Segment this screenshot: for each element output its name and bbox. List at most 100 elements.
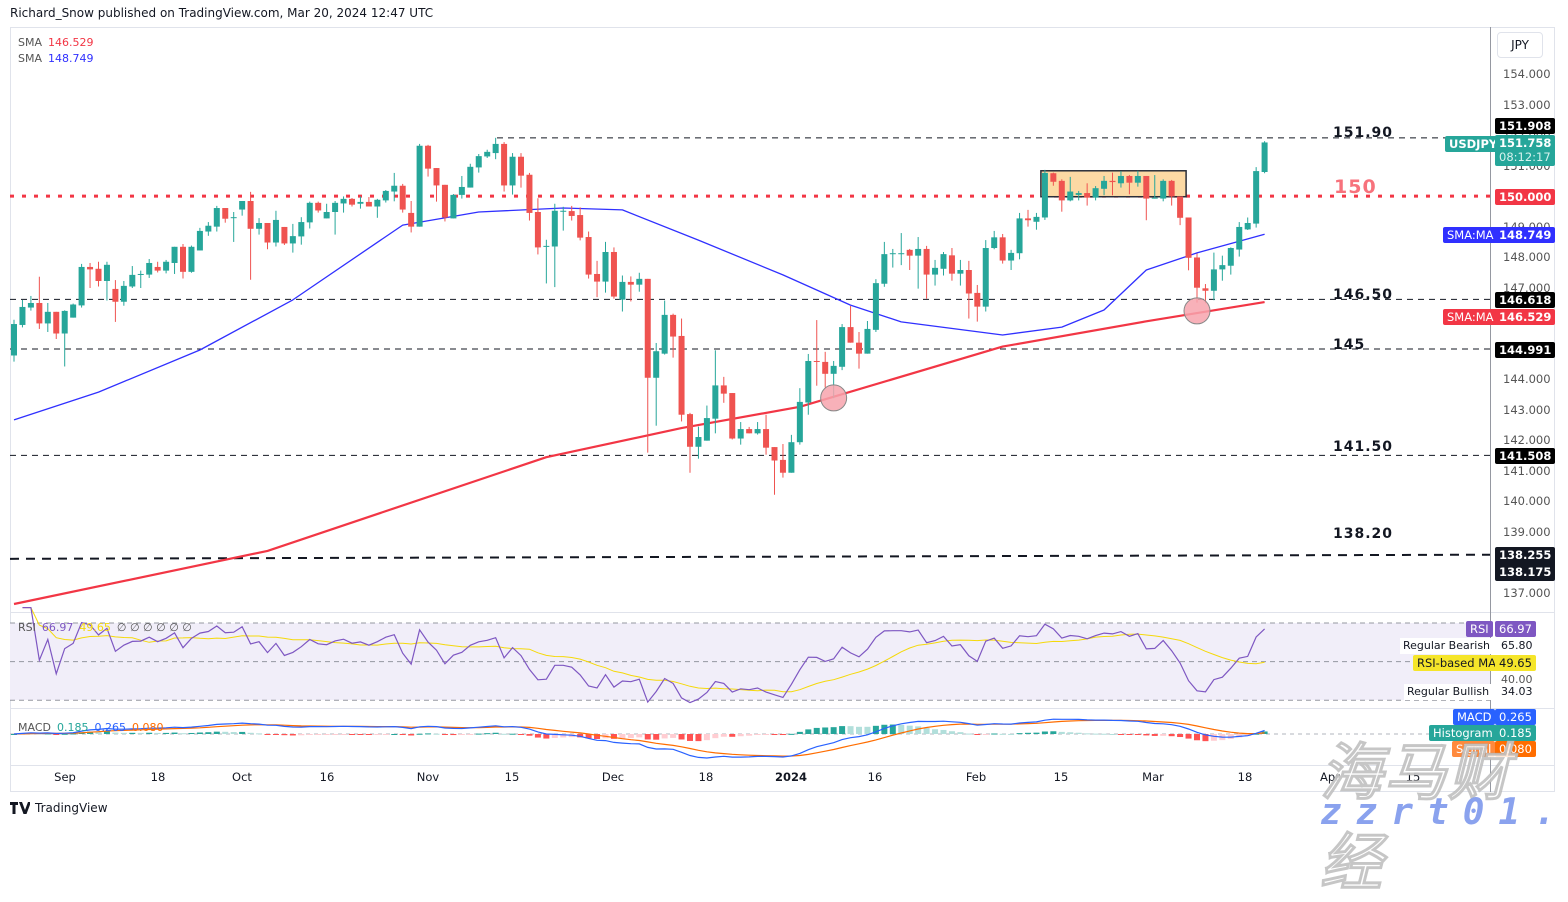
symbol-tag: USDJPY [1445, 136, 1502, 152]
macd-histogram-bar [957, 732, 964, 734]
candle-body [230, 217, 237, 219]
regular-bearish-value: 65.80 [1498, 638, 1536, 654]
macd-histogram-bar [965, 733, 972, 735]
candle-body [399, 185, 406, 210]
macd-histogram-bar [1033, 732, 1040, 734]
price-tick: 153.000 [1503, 97, 1551, 112]
candle-body [1177, 196, 1184, 218]
macd-histogram-bar [1067, 732, 1074, 734]
macd-histogram-bar [501, 733, 508, 735]
candle-body [1050, 173, 1057, 182]
candle-body [610, 251, 617, 297]
candle-body [1117, 175, 1124, 184]
time-tick: 16 [867, 770, 883, 784]
macd-histogram-bar [720, 734, 727, 737]
macd-histogram-bar [872, 725, 879, 734]
candle-body [315, 202, 322, 211]
candle-body [526, 174, 533, 213]
macd-histogram-bar [763, 734, 770, 735]
candle-body [1016, 218, 1023, 254]
macd-histogram-bar [349, 734, 355, 735]
macd-histogram-bar [315, 734, 322, 735]
macd-histogram-bar [1194, 734, 1200, 741]
time-tick: Mar [1142, 770, 1164, 784]
macd-histogram-bar [1202, 734, 1209, 742]
candle-body [129, 274, 136, 287]
macd-histogram-bar [839, 726, 846, 734]
candle-body [1134, 175, 1141, 183]
sma-legend-fast[interactable]: SMA 148.749 [18, 52, 94, 65]
time-tick: 2024 [774, 770, 808, 784]
chart-frame [10, 27, 1555, 792]
macd-histogram-bar [974, 734, 981, 735]
currency-button[interactable]: JPY [1497, 32, 1543, 58]
macd-histogram-bar [196, 732, 203, 734]
macd-histogram-bar [1025, 732, 1031, 734]
macd-histogram-bar [137, 732, 144, 734]
macd-histogram-bar [1160, 734, 1167, 736]
sma-fast-line [13, 207, 1265, 421]
sma-legend-slow[interactable]: SMA 146.529 [18, 36, 94, 49]
macd-histogram-bar [923, 728, 930, 734]
candle-body [737, 429, 744, 439]
candle-body [1126, 175, 1133, 183]
macd-histogram-bar [1117, 734, 1124, 735]
candle-body [813, 360, 820, 362]
macd-histogram-bar [154, 732, 161, 734]
rsi-value: 66.97 [41, 621, 74, 634]
candle-body [1075, 193, 1082, 195]
time-tick: 16 [319, 770, 335, 784]
candle-body [44, 311, 51, 324]
candle-body [754, 429, 761, 434]
candle-body [644, 278, 651, 378]
price-tag-141508: 141.508 [1495, 448, 1556, 464]
highlight-circle [1183, 297, 1211, 325]
candle-body [1202, 288, 1209, 291]
candle-body [475, 156, 482, 168]
macd-histogram-bar [636, 734, 643, 738]
candle-body [53, 311, 60, 334]
macd-histogram-bar [898, 724, 905, 734]
time-tick: Nov [416, 770, 440, 784]
watermark-site: zzrt01.cn [1320, 792, 1568, 833]
macd-histogram-bar [670, 734, 677, 738]
rsi-legend[interactable]: RSI 66.97 49.65 ∅ ∅ ∅ ∅ ∅ ∅ [18, 621, 192, 634]
time-tick: 18 [150, 770, 166, 784]
candle-body [374, 199, 381, 207]
rsi-name-tag: RSI [1466, 621, 1493, 637]
time-tick: 15 [1405, 770, 1421, 784]
candle-body [163, 261, 170, 271]
sma-fast-name-tag: SMA:MA [1443, 227, 1498, 243]
sma-slow-line [13, 301, 1265, 606]
bar-countdown: 08:12:17 [1499, 150, 1551, 164]
candle-body [1025, 218, 1031, 221]
macd-histogram-bar [332, 734, 339, 735]
macd-histogram-bar [864, 726, 871, 734]
macd-histogram-bar [1050, 731, 1057, 734]
tradingview-footer[interactable]: TradingView [10, 801, 108, 815]
macd-histogram-bar [298, 734, 305, 736]
rsi-label: RSI [18, 621, 36, 634]
candle-body [864, 328, 871, 354]
macd-histogram-bar [856, 726, 862, 734]
chart-canvas[interactable] [0, 0, 1568, 827]
price-tick: 148.000 [1503, 250, 1551, 265]
trendline-tags: 138.255 138.175 [1495, 547, 1556, 581]
macd-legend[interactable]: MACD 0.185 0.265 0.080 [18, 721, 163, 734]
macd-histogram-bar [188, 732, 195, 734]
candle-body [746, 429, 753, 434]
macd-histogram-bar [805, 729, 812, 734]
candle-body [881, 254, 888, 284]
candle-body [991, 237, 998, 249]
candle-body [1261, 142, 1268, 173]
sma-slow-name-tag: SMA:MA [1443, 309, 1498, 325]
candle-body [349, 198, 355, 205]
candle-body [391, 185, 398, 192]
macd-histogram-bar [87, 731, 94, 734]
sma-value: 148.749 [48, 52, 94, 65]
macd-histogram-bar [365, 734, 372, 735]
candle-body [999, 237, 1006, 261]
macd-histogram-bar [822, 727, 829, 734]
candle-body [1185, 217, 1192, 258]
price-tick: 144.000 [1503, 372, 1551, 387]
